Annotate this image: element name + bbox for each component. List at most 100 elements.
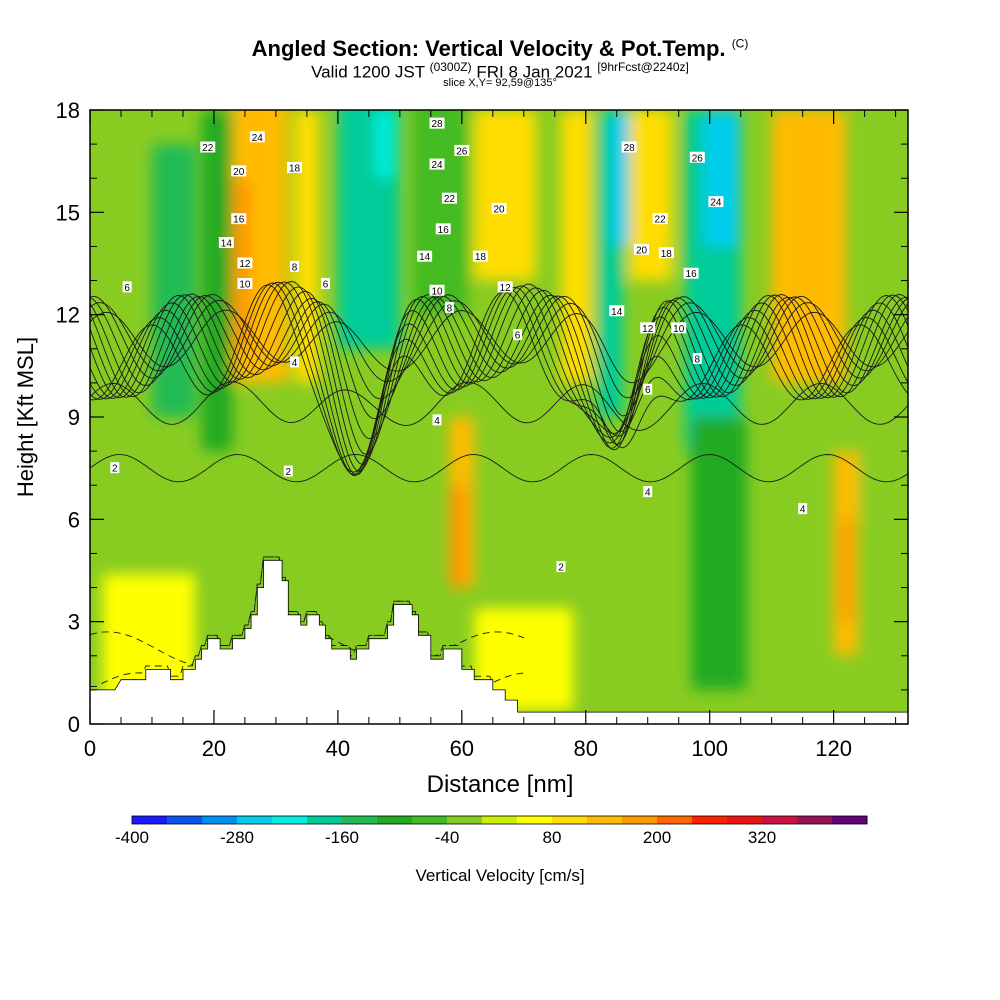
- dashed-contour: [90, 556, 524, 666]
- contour-label-text: 26: [692, 153, 704, 164]
- contour-label: 4: [798, 503, 808, 516]
- contour-label-bg: [441, 192, 457, 204]
- contour-label-bg: [683, 267, 699, 279]
- contour-label: 24: [429, 158, 445, 171]
- colorbar-swatch: [447, 816, 483, 824]
- y-tick-label: 9: [68, 405, 80, 430]
- contour-label-bg: [472, 250, 488, 262]
- contour-label: 6: [320, 277, 330, 290]
- isentrope-6: [90, 309, 908, 384]
- terrain-profile: [89, 559, 909, 725]
- contour-label: 24: [249, 131, 265, 144]
- x-tick-label: 120: [815, 736, 852, 761]
- contour-label-text: 6: [124, 283, 130, 294]
- colorbar-swatch: [412, 816, 448, 824]
- contour-label: 16: [231, 213, 247, 226]
- contour-label-text: 2: [112, 464, 118, 475]
- field-cell: [294, 110, 320, 383]
- valid-date: FRI 8 Jan 2021: [476, 62, 593, 82]
- contour-label: 8: [692, 353, 702, 366]
- contour-label-bg: [643, 486, 653, 498]
- colorbar-swatch: [377, 816, 413, 824]
- contour-label-bg: [237, 257, 253, 269]
- colorbar: -400 -280 -160 -40 80 200 320: [115, 815, 868, 847]
- contour-label-text: 28: [624, 143, 636, 154]
- contour-label-bg: [283, 465, 293, 477]
- contour-label-text: 12: [642, 324, 654, 335]
- colorbar-label: Vertical Velocity [cm/s]: [415, 866, 584, 885]
- contour-label-text: 6: [645, 385, 651, 396]
- contour-label-bg: [231, 213, 247, 225]
- contour-label-bg: [432, 414, 442, 426]
- contour-label-bg: [231, 165, 247, 177]
- isentrope-4: [90, 381, 908, 431]
- contour-label-bg: [110, 462, 120, 474]
- contour-label-bg: [798, 503, 808, 515]
- isentrope-26: [90, 282, 908, 475]
- y-tick-label: 3: [68, 610, 80, 635]
- colorbar-swatch: [762, 816, 798, 824]
- contour-label: 14: [417, 250, 433, 263]
- field-cell: [474, 608, 574, 711]
- contour-label-text: 4: [292, 358, 298, 369]
- contour-label-bg: [249, 131, 265, 143]
- contour-label-text: 12: [500, 283, 512, 294]
- contour-label-text: 14: [419, 252, 431, 263]
- contour-label-text: 20: [233, 167, 245, 178]
- contour-label-bg: [320, 277, 330, 289]
- contour-label-bg: [643, 383, 653, 395]
- contour-label: 26: [454, 144, 470, 157]
- colorbar-swatch: [552, 816, 588, 824]
- contour-label: 8: [290, 260, 299, 273]
- contour-label-bg: [218, 237, 234, 249]
- colorbar-swatch: [132, 816, 168, 824]
- contour-label-bg: [708, 196, 724, 208]
- colorbar-swatch: [832, 816, 868, 824]
- contour-label-text: 6: [515, 331, 521, 342]
- contour-label: 12: [497, 281, 513, 294]
- contour-label-text: 22: [202, 143, 214, 154]
- field-cell: [449, 485, 469, 588]
- contour-label: 6: [513, 329, 523, 342]
- contour-label: 26: [689, 151, 705, 164]
- contour-label: 20: [491, 202, 507, 215]
- contour-label-text: 6: [323, 279, 329, 290]
- colorbar-swatch: [237, 816, 273, 824]
- x-tick-label: 60: [450, 736, 474, 761]
- terrain: [89, 559, 909, 725]
- contour-label: 4: [432, 414, 442, 427]
- contour-label: 12: [640, 322, 656, 335]
- contour-label-bg: [621, 141, 637, 153]
- field-cell: [691, 417, 747, 690]
- isentrope-8: [90, 299, 908, 399]
- contour-label: 22: [441, 192, 457, 205]
- contour-label: 2: [556, 561, 566, 574]
- field-cells: [102, 110, 908, 711]
- colorbar-tick-label: 320: [748, 828, 776, 847]
- isentrope-14: [90, 294, 908, 446]
- contour-label: 4: [643, 486, 653, 499]
- contour-label: 20: [231, 165, 247, 178]
- contour-label-bg: [491, 202, 507, 214]
- contour-label: 8: [444, 301, 454, 314]
- contour-label-text: 14: [221, 239, 233, 250]
- contour-label-bg: [454, 144, 470, 156]
- contour-label-text: 2: [558, 563, 564, 574]
- colorbar-swatch: [307, 816, 343, 824]
- contour-label-text: 22: [655, 215, 667, 226]
- contour-label: 20: [634, 243, 650, 256]
- contour-label-text: 18: [661, 249, 673, 260]
- field-cell: [629, 110, 673, 281]
- contour-label-bg: [692, 353, 702, 365]
- contour-label: 16: [683, 267, 699, 280]
- colorbar-tick-label: 200: [643, 828, 671, 847]
- contour-label-bg: [640, 322, 656, 334]
- contour-label: 28: [429, 117, 445, 130]
- contour-label: 24: [708, 196, 724, 209]
- field-cell: [703, 110, 741, 247]
- field-cell: [771, 110, 847, 383]
- colorbar-swatch: [587, 816, 623, 824]
- contour-label-text: 26: [456, 146, 468, 157]
- colorbar-swatch: [657, 816, 693, 824]
- contour-label-bg: [417, 250, 433, 262]
